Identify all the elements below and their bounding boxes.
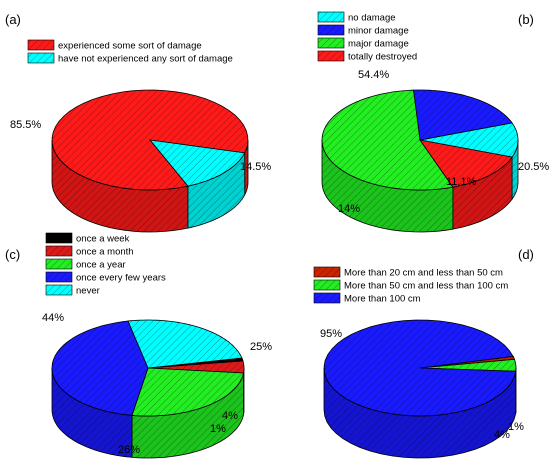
value-label: 20.5%: [518, 161, 549, 173]
legend-swatch-hatch: [28, 40, 54, 50]
legend-swatch-hatch: [318, 38, 344, 48]
legend-swatch-hatch: [318, 12, 344, 22]
value-label: 54.4%: [358, 69, 389, 81]
panel-label: (d): [518, 247, 534, 262]
legend-label: once every few years: [76, 273, 166, 284]
slice-side-hatch: [244, 140, 248, 195]
legend-label: once a month: [76, 247, 134, 258]
legend-swatch-hatch: [28, 53, 54, 63]
pie-chart-1: (a) experienced some sort of damage have n…: [5, 12, 271, 233]
value-label: 85.5%: [10, 119, 41, 131]
pie-slice-hatch: [420, 140, 513, 188]
slice-side-hatch: [132, 373, 244, 458]
legend-label: major damage: [348, 39, 409, 50]
slice-side-hatch: [188, 152, 245, 229]
pie-slice-hatch: [324, 320, 516, 416]
legend-swatch-hatch: [46, 272, 72, 282]
value-label: 26%: [118, 444, 140, 456]
value-label: 1%: [508, 421, 524, 433]
value-label: 4%: [222, 410, 238, 422]
panel-label: (b): [518, 12, 534, 27]
value-label: 95%: [320, 328, 342, 340]
legend-swatch-hatch: [318, 51, 344, 61]
pie-slice-hatch: [52, 321, 148, 416]
legend-swatch-hatch: [46, 259, 72, 269]
legend-label: minor damage: [348, 26, 409, 37]
slice-side-hatch: [52, 140, 188, 232]
pie-chart-3: (c) once a week once a month once a year onc…: [5, 232, 272, 459]
legend-label: once a week: [76, 234, 130, 245]
value-label: 25%: [250, 341, 272, 353]
pie-slice-hatch: [420, 122, 518, 158]
slice-side-hatch: [452, 157, 513, 230]
pie-slice-hatch: [150, 140, 245, 187]
legend-label: once a year: [76, 260, 126, 271]
pie-slice-hatch: [413, 90, 513, 140]
legend-swatch: [45, 232, 73, 244]
slice-side-hatch: [52, 368, 132, 458]
legend-label: More than 20 cm and less than 50 cm: [344, 268, 503, 279]
legend-label: no damage: [348, 13, 396, 24]
value-label: 4%: [494, 429, 510, 441]
pie-slice-hatch: [132, 368, 244, 416]
legend-label: More than 50 cm and less than 100 cm: [344, 281, 508, 292]
pie-slice-hatch: [420, 359, 516, 372]
legend-swatch-hatch: [46, 285, 72, 295]
legend-label: have not experienced any sort of damage: [58, 54, 233, 65]
slice-side-hatch: [512, 140, 518, 200]
pie-chart-2: (b) no damage minor damage major damage tota…: [317, 11, 549, 233]
legend-swatch-hatch: [46, 246, 72, 256]
legend-swatch-hatch: [314, 280, 340, 290]
slice-side-hatch: [322, 140, 453, 232]
legend-label: experienced some sort of damage: [58, 41, 202, 52]
legend-label: totally destroyed: [348, 52, 417, 63]
legend-label: More than 100 cm: [344, 294, 421, 305]
value-label: 44%: [42, 312, 64, 324]
slice-side-hatch: [324, 368, 516, 458]
legend-label: never: [76, 286, 100, 297]
legend-swatch-hatch: [314, 293, 340, 303]
legend-swatch-hatch: [318, 25, 344, 35]
panel-label: (c): [5, 247, 20, 262]
value-label: 14%: [338, 203, 360, 215]
pie-slice-hatch: [128, 320, 242, 368]
value-label: 1%: [210, 423, 226, 435]
value-label: 14.5%: [240, 161, 271, 173]
pie-chart-4: (d) More than 20 cm and less than 50 cm Mo…: [313, 247, 534, 459]
value-label: 11.1%: [446, 176, 477, 188]
pie-slice-hatch: [322, 90, 453, 190]
panel-label: (a): [5, 12, 21, 27]
pie-slice-hatch: [148, 361, 244, 373]
legend-swatch-hatch: [314, 267, 340, 277]
